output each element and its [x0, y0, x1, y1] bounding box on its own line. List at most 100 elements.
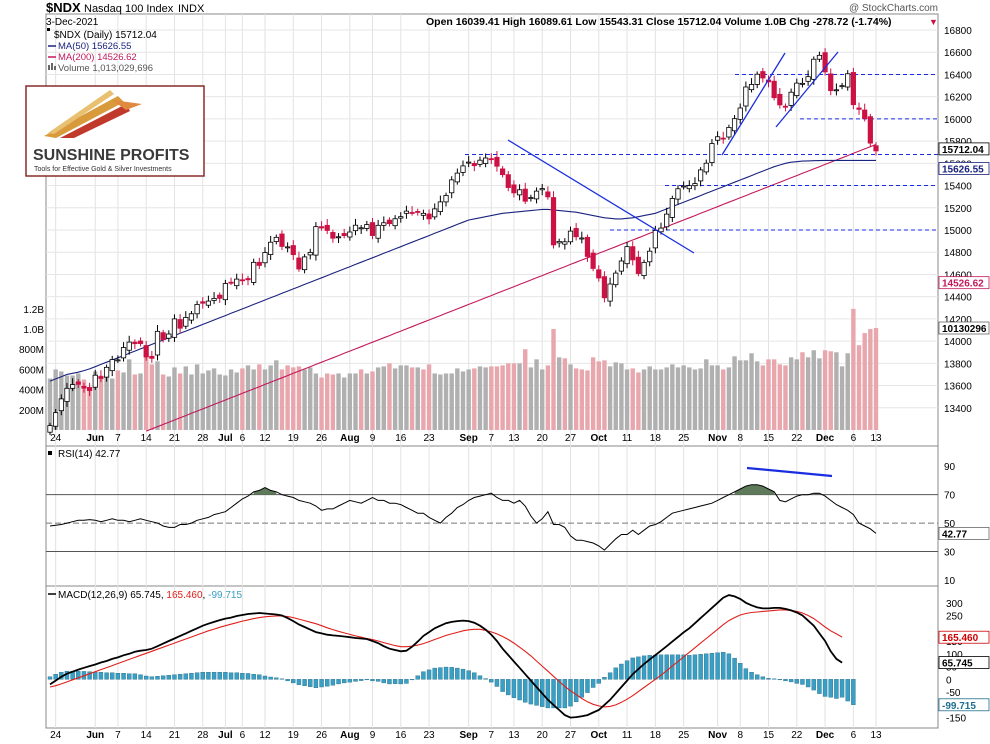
macd-histogram-bar [687, 655, 692, 680]
y-tick-label: 16800 [944, 26, 972, 37]
support-resistance-lines [465, 73, 938, 231]
volume-bar [856, 345, 862, 430]
macd-hist-tag: -99.715 [942, 701, 976, 712]
x-tick-label-price: 24 [50, 433, 62, 444]
macd-histogram-bar [358, 679, 364, 681]
macd-histogram-bar [556, 679, 562, 709]
candle-body [154, 330, 161, 356]
x-tick-label-macd: Dec [816, 730, 835, 741]
macd-histogram-bar [330, 679, 336, 686]
macd-histogram-bar [110, 672, 115, 680]
candle-body [211, 298, 217, 301]
macd-histogram-bar [415, 675, 420, 680]
candle-body [613, 272, 619, 286]
x-tick-label-macd: 20 [537, 730, 549, 741]
volume-bar [325, 373, 330, 430]
volume-bar [862, 333, 867, 430]
macd-histogram-bar [489, 679, 494, 683]
volume-bar [681, 365, 686, 430]
candle-body [505, 174, 511, 188]
x-tick-label-macd: 8 [737, 730, 743, 741]
macd-title: MACD(12,26,9) 65.745, 165.460, -99.715 [58, 590, 242, 601]
candle-body [132, 341, 138, 345]
rsi-panel [45, 445, 939, 587]
x-tick-label-macd: 11 [622, 730, 633, 741]
macd-tick-label: 250 [946, 612, 963, 623]
volume-bar [556, 357, 562, 430]
candle-body [522, 188, 528, 202]
macd-hist-tag-box [938, 698, 990, 712]
volume-bar [398, 365, 403, 430]
candle-body [454, 172, 460, 183]
volume-bar [794, 359, 799, 430]
x-tick-label-macd: 22 [791, 730, 803, 741]
x-tick-label-price: 22 [791, 433, 803, 444]
volume-bar [602, 360, 607, 430]
candle-body [341, 233, 347, 237]
x-tick-label-macd: 18 [650, 730, 662, 741]
candle-body [200, 301, 206, 304]
candle-body [205, 300, 212, 306]
volume-bar [404, 365, 409, 430]
macd-histogram-bar [822, 679, 828, 697]
y-tick-label: 16000 [944, 115, 972, 126]
volume-bar [115, 370, 121, 430]
macd-histogram-bar [681, 654, 686, 680]
macd-histogram-bar [704, 653, 709, 680]
price-candles [47, 48, 879, 435]
candle-body [709, 143, 715, 163]
candle-body [601, 276, 608, 299]
x-tick-label-price: 13 [508, 433, 520, 444]
logo-brand: SUNSHINE PROFITS [33, 147, 190, 164]
candle-body [324, 224, 330, 231]
volume-bar [234, 372, 239, 430]
candle-body [47, 425, 53, 433]
x-tick-label-price: 9 [370, 433, 376, 444]
volume-bar [828, 351, 833, 430]
x-tick-label-macd: 7 [489, 730, 495, 741]
volume-bar [132, 374, 138, 430]
x-tick-label-price: 27 [565, 433, 577, 444]
volume-bar [87, 388, 92, 430]
volume-bar [330, 374, 336, 430]
volume-bar [279, 369, 285, 430]
candle-body [251, 261, 257, 283]
macd-histogram-bar [115, 673, 121, 680]
x-tick-label-macd: 27 [565, 730, 577, 741]
volume-bar [624, 369, 630, 430]
candle-body [335, 236, 342, 239]
volume-bar [274, 360, 279, 430]
candle-body [511, 184, 517, 194]
macd-histogram-bar [585, 679, 590, 693]
x-tick-label-price: 18 [650, 433, 662, 444]
candle-body [115, 359, 121, 362]
candle-body [822, 52, 828, 73]
volume-bar [760, 365, 766, 430]
price-legend: $NDX (Daily) 15712.04 MA(50) 15626.55 MA… [47, 28, 157, 74]
volume-bar [568, 364, 573, 430]
candle-body [698, 169, 704, 182]
macd-signal-line [49, 609, 843, 708]
volume-bar [483, 367, 488, 430]
macd-histogram-bar [143, 675, 149, 680]
x-tick-label-price: Oct [590, 433, 607, 444]
y-tick-label: 15400 [944, 182, 972, 193]
macd-histogram-bar [715, 652, 720, 680]
volume-bar [777, 364, 783, 430]
volume-bar [545, 365, 551, 430]
volume-bar [392, 368, 398, 430]
candle-body [528, 197, 534, 199]
volume-bar [670, 364, 675, 430]
volume-bar [194, 364, 200, 430]
macd-histogram-bar [596, 679, 601, 684]
macd-histogram-bar [653, 654, 658, 680]
macd-histogram-bar [698, 654, 703, 680]
macd-histogram-bar [568, 679, 573, 707]
macd-histogram-bar [104, 672, 109, 680]
x-tick-label-macd: 6 [851, 730, 857, 741]
legend-price: $NDX (Daily) 15712.04 [54, 30, 157, 41]
x-tick-label-price: 14 [141, 433, 153, 444]
volume-tick-label: 800M [19, 345, 44, 356]
x-tick-label-price: 26 [316, 433, 328, 444]
x-tick-label-macd: 15 [763, 730, 775, 741]
